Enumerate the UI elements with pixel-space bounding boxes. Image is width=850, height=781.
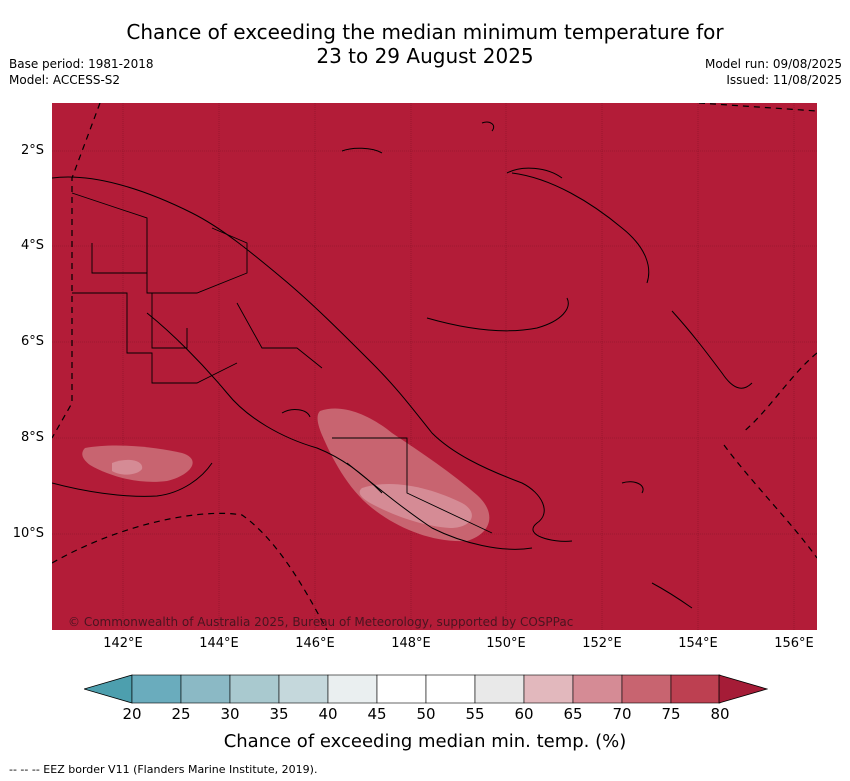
colorbar-tick-label: 55	[465, 705, 485, 723]
meta-left: Base period: 1981-2018 Model: ACCESS-S2	[9, 56, 154, 88]
eez-footer-note: -- -- -- EEZ border V11 (Flanders Marine…	[9, 763, 318, 776]
coastlines	[52, 121, 753, 609]
colorbar	[84, 674, 768, 704]
colorbar-segment	[376, 674, 427, 704]
colorbar-tick-label: 35	[269, 705, 289, 723]
title-line-2: 23 to 29 August 2025	[316, 44, 534, 68]
colorbar-tick-label: 25	[171, 705, 191, 723]
map-background	[52, 103, 817, 630]
colorbar-segment	[327, 674, 378, 704]
lon-label-144e: 144°E	[199, 636, 239, 651]
colorbar-segment	[131, 674, 182, 704]
map-title: Chance of exceeding the median minimum t…	[0, 20, 850, 68]
colorbar-tick-label: 20	[122, 705, 142, 723]
lon-label-148e: 148°E	[391, 636, 431, 651]
model-run: Model run: 09/08/2025	[704, 57, 842, 71]
colorbar-tick-label: 45	[367, 705, 387, 723]
lon-label-146e: 146°E	[295, 636, 335, 651]
lat-label-2s: 2°S	[20, 143, 44, 158]
lat-label-10s: 10°S	[12, 526, 44, 541]
colorbar-segment	[621, 674, 672, 704]
colorbar-tick-label: 75	[661, 705, 681, 723]
colorbar-tick-label: 50	[416, 705, 436, 723]
title-line-1: Chance of exceeding the median minimum t…	[126, 20, 724, 44]
lat-label-4s: 4°S	[20, 238, 44, 253]
meta-right: Model run: 09/08/2025 Issued: 11/08/2025	[705, 56, 842, 88]
colorbar-title: Chance of exceeding median min. temp. (%…	[223, 731, 627, 752]
colorbar-segment	[229, 674, 280, 704]
province-borders	[71, 192, 493, 534]
colorbar-tick-label: 70	[612, 705, 632, 723]
lat-label-6s: 6°S	[20, 334, 44, 349]
colorbar-segment	[278, 674, 329, 704]
eez-borders	[52, 103, 817, 630]
colorbar-segment	[670, 674, 721, 704]
colorbar-segment	[523, 674, 574, 704]
model-name: Model: ACCESS-S2	[9, 73, 121, 87]
map-canvas: © Commonwealth of Australia 2025, Bureau…	[52, 103, 817, 630]
colorbar-segment	[180, 674, 231, 704]
lon-label-150e: 150°E	[486, 636, 526, 651]
lon-label-154e: 154°E	[678, 636, 718, 651]
colorbar-segments	[131, 674, 721, 704]
issued-date: Issued: 11/08/2025	[726, 73, 842, 87]
colorbar-segment	[572, 674, 623, 704]
colorbar-segment	[425, 674, 476, 704]
colorbar-high-arrow	[718, 674, 768, 704]
colorbar-tick-label: 65	[563, 705, 583, 723]
colorbar-tick-label: 40	[318, 705, 338, 723]
colorbar-tick-label: 30	[220, 705, 240, 723]
lon-label-156e: 156°E	[774, 636, 814, 651]
colorbar-tick-label: 60	[514, 705, 534, 723]
lon-label-142e: 142°E	[103, 636, 143, 651]
lat-label-8s: 8°S	[20, 430, 44, 445]
lon-label-152e: 152°E	[582, 636, 622, 651]
copyright-note: © Commonwealth of Australia 2025, Bureau…	[68, 615, 573, 629]
base-period: Base period: 1981-2018	[9, 57, 154, 71]
colorbar-low-arrow	[84, 674, 133, 704]
colorbar-tick-label: 80	[710, 705, 730, 723]
colorbar-segment	[474, 674, 525, 704]
